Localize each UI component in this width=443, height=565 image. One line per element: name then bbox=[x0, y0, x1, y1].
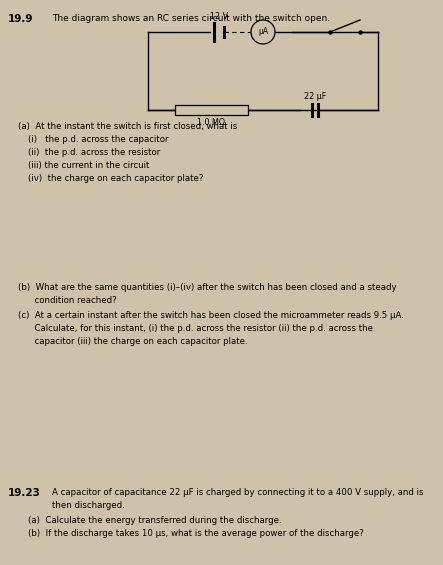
Text: 1.0 MΩ: 1.0 MΩ bbox=[198, 118, 225, 127]
Text: (b)  What are the same quantities (i)–(iv) after the switch has been closed and : (b) What are the same quantities (i)–(iv… bbox=[18, 283, 396, 292]
Text: (a)  At the instant the switch is first closed, what is: (a) At the instant the switch is first c… bbox=[18, 122, 237, 131]
Text: (iv)  the charge on each capacitor plate?: (iv) the charge on each capacitor plate? bbox=[28, 174, 203, 183]
Text: (i)   the p.d. across the capacitor: (i) the p.d. across the capacitor bbox=[28, 135, 168, 144]
Text: (b)  If the discharge takes 10 μs, what is the average power of the discharge?: (b) If the discharge takes 10 μs, what i… bbox=[28, 529, 364, 538]
Text: 19.9: 19.9 bbox=[8, 14, 34, 24]
Text: Calculate, for this instant, (i) the p.d. across the resistor (ii) the p.d. acro: Calculate, for this instant, (i) the p.d… bbox=[18, 324, 373, 333]
Text: The diagram shows an RC series circuit with the switch open.: The diagram shows an RC series circuit w… bbox=[52, 14, 330, 23]
Circle shape bbox=[251, 20, 275, 44]
Text: condition reached?: condition reached? bbox=[18, 296, 117, 305]
Text: 22 μF: 22 μF bbox=[304, 92, 326, 101]
Text: (c)  At a certain instant after the switch has been closed the microammeter read: (c) At a certain instant after the switc… bbox=[18, 311, 404, 320]
Text: then discharged.: then discharged. bbox=[52, 501, 125, 510]
Bar bbox=[175, 105, 248, 115]
Text: (iii) the current in the circuit: (iii) the current in the circuit bbox=[28, 161, 149, 170]
Text: μA: μA bbox=[258, 28, 268, 37]
Text: (a)  Calculate the energy transferred during the discharge.: (a) Calculate the energy transferred dur… bbox=[28, 516, 282, 525]
Text: capacitor (iii) the charge on each capacitor plate.: capacitor (iii) the charge on each capac… bbox=[18, 337, 248, 346]
Text: (ii)  the p.d. across the resistor: (ii) the p.d. across the resistor bbox=[28, 148, 160, 157]
Text: A capacitor of capacitance 22 μF is charged by connecting it to a 400 V supply, : A capacitor of capacitance 22 μF is char… bbox=[52, 488, 424, 497]
Text: 19.23: 19.23 bbox=[8, 488, 41, 498]
Text: 12 V: 12 V bbox=[210, 12, 228, 21]
